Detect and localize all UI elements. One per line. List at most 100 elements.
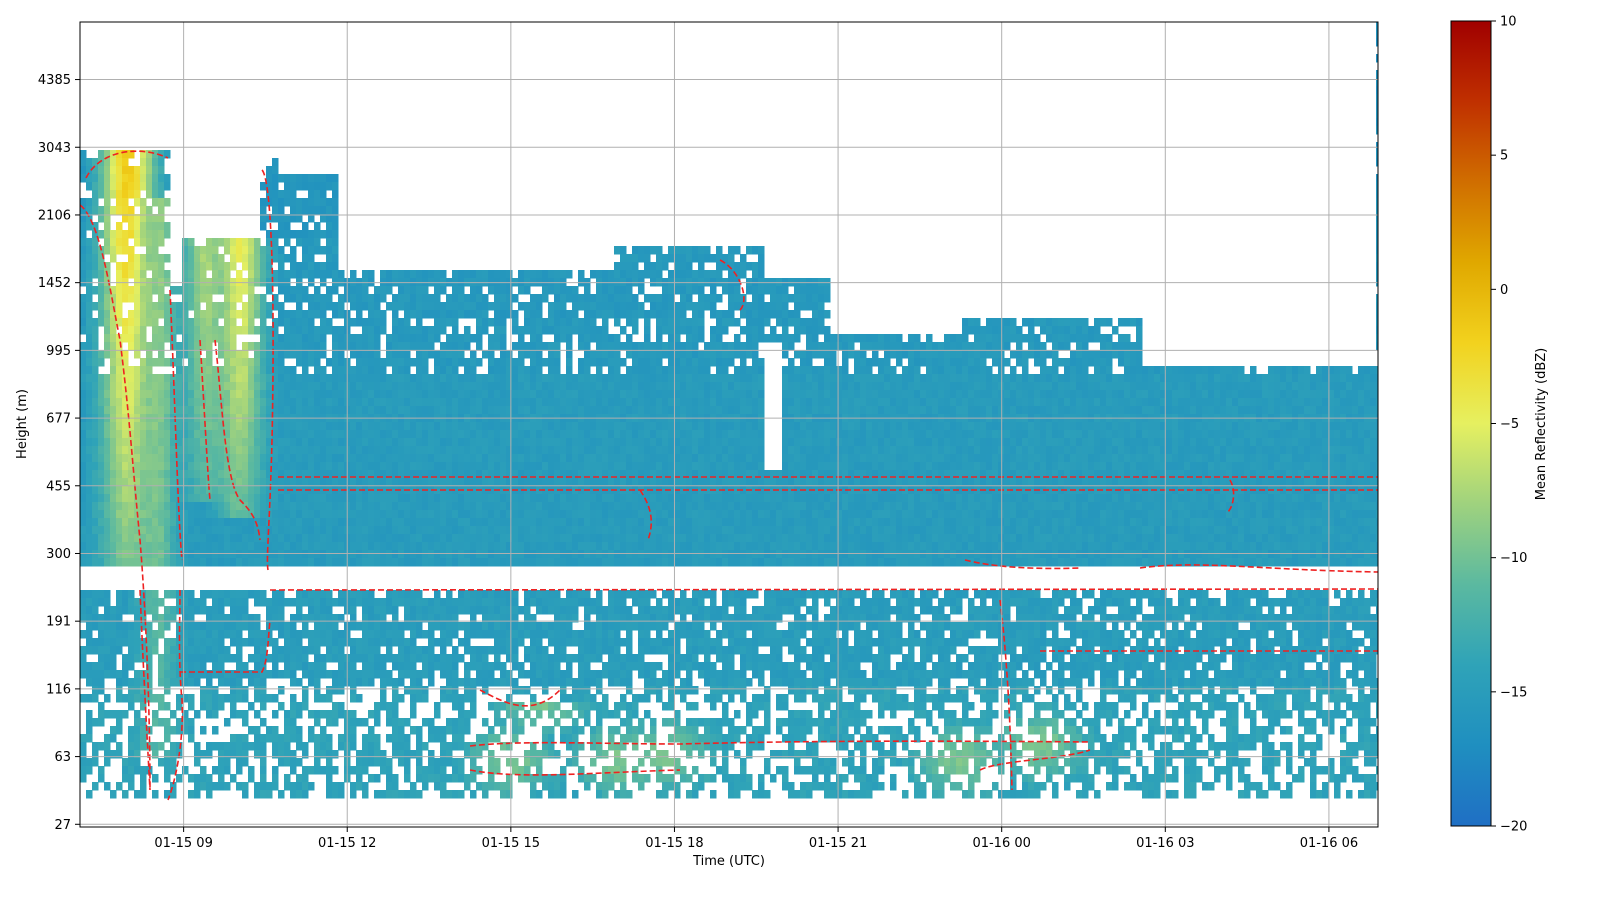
reflectivity-cell xyxy=(80,558,87,567)
reflectivity-cell xyxy=(458,334,465,343)
reflectivity-cell xyxy=(254,662,261,671)
reflectivity-cell xyxy=(404,638,411,647)
reflectivity-cell xyxy=(254,510,261,519)
reflectivity-cell xyxy=(332,334,339,343)
reflectivity-cell xyxy=(194,638,201,647)
reflectivity-cell xyxy=(524,374,531,383)
reflectivity-cell xyxy=(302,502,309,511)
reflectivity-cell xyxy=(596,710,603,719)
reflectivity-cell xyxy=(362,510,369,519)
reflectivity-cell xyxy=(332,238,339,247)
reflectivity-cell xyxy=(548,326,555,335)
reflectivity-cell xyxy=(314,614,321,623)
reflectivity-cell xyxy=(488,606,495,615)
reflectivity-cell xyxy=(434,782,441,791)
reflectivity-cell xyxy=(284,526,291,535)
reflectivity-cell xyxy=(284,390,291,399)
reflectivity-cell xyxy=(104,590,111,599)
reflectivity-cell xyxy=(182,334,189,343)
reflectivity-cell xyxy=(404,606,411,615)
reflectivity-cell xyxy=(398,750,405,759)
reflectivity-cell xyxy=(374,374,381,383)
reflectivity-cell xyxy=(578,526,585,535)
reflectivity-cell xyxy=(188,774,195,783)
reflectivity-cell xyxy=(254,238,261,247)
reflectivity-cell xyxy=(446,310,453,319)
reflectivity-cell xyxy=(512,534,519,543)
reflectivity-cell xyxy=(236,382,243,391)
reflectivity-cell xyxy=(326,774,333,783)
reflectivity-cell xyxy=(188,270,195,279)
reflectivity-cell xyxy=(104,262,111,271)
reflectivity-cell xyxy=(188,374,195,383)
reflectivity-cell xyxy=(110,438,117,447)
reflectivity-cell xyxy=(128,382,135,391)
reflectivity-cell xyxy=(326,478,333,487)
reflectivity-cell xyxy=(266,382,273,391)
reflectivity-cell xyxy=(386,710,393,719)
reflectivity-cell xyxy=(116,590,123,599)
reflectivity-cell xyxy=(308,678,315,687)
reflectivity-cell xyxy=(110,710,117,719)
reflectivity-cell xyxy=(320,318,327,327)
reflectivity-cell xyxy=(536,350,543,359)
reflectivity-cell xyxy=(152,182,159,191)
reflectivity-cell xyxy=(200,486,207,495)
reflectivity-cell xyxy=(326,598,333,607)
reflectivity-cell xyxy=(428,734,435,743)
reflectivity-cell xyxy=(410,342,417,351)
reflectivity-cell xyxy=(548,622,555,631)
reflectivity-cell xyxy=(242,406,249,415)
reflectivity-cell xyxy=(278,654,285,663)
reflectivity-cell xyxy=(356,558,363,567)
reflectivity-cell xyxy=(326,718,333,727)
reflectivity-cell xyxy=(386,598,393,607)
reflectivity-cell xyxy=(464,542,471,551)
reflectivity-cell xyxy=(470,622,477,631)
reflectivity-cell xyxy=(284,718,291,727)
reflectivity-cell xyxy=(128,286,135,295)
reflectivity-cell xyxy=(224,646,231,655)
reflectivity-cell xyxy=(242,254,249,263)
reflectivity-cell xyxy=(452,310,459,319)
reflectivity-cell xyxy=(176,550,183,559)
reflectivity-cell xyxy=(416,590,423,599)
reflectivity-cell xyxy=(332,286,339,295)
reflectivity-cell xyxy=(482,518,489,527)
reflectivity-cell xyxy=(554,638,561,647)
reflectivity-cell xyxy=(104,654,111,663)
reflectivity-cell xyxy=(236,422,243,431)
reflectivity-cell xyxy=(308,174,315,183)
reflectivity-cell xyxy=(506,310,513,319)
reflectivity-cell xyxy=(86,478,93,487)
reflectivity-cell xyxy=(500,310,507,319)
reflectivity-cell xyxy=(194,406,201,415)
reflectivity-cell xyxy=(374,606,381,615)
reflectivity-cell xyxy=(392,686,399,695)
reflectivity-cell xyxy=(188,350,195,359)
reflectivity-cell xyxy=(314,606,321,615)
reflectivity-cell xyxy=(212,454,219,463)
reflectivity-cell xyxy=(308,254,315,263)
reflectivity-cell xyxy=(332,454,339,463)
reflectivity-cell xyxy=(230,366,237,375)
reflectivity-cell xyxy=(434,374,441,383)
reflectivity-cell xyxy=(248,302,255,311)
reflectivity-cell xyxy=(446,358,453,367)
reflectivity-cell xyxy=(602,390,609,399)
reflectivity-cell xyxy=(110,374,117,383)
reflectivity-cell xyxy=(566,366,573,375)
reflectivity-cell xyxy=(80,590,87,599)
reflectivity-cell xyxy=(404,270,411,279)
reflectivity-cell xyxy=(548,446,555,455)
reflectivity-cell xyxy=(590,646,597,655)
reflectivity-cell xyxy=(326,398,333,407)
reflectivity-cell xyxy=(470,702,477,711)
reflectivity-cell xyxy=(314,182,321,191)
reflectivity-cell xyxy=(464,454,471,463)
reflectivity-cell xyxy=(548,350,555,359)
reflectivity-cell xyxy=(254,374,261,383)
reflectivity-cell xyxy=(272,214,279,223)
reflectivity-cell xyxy=(194,790,201,799)
reflectivity-cell xyxy=(452,422,459,431)
